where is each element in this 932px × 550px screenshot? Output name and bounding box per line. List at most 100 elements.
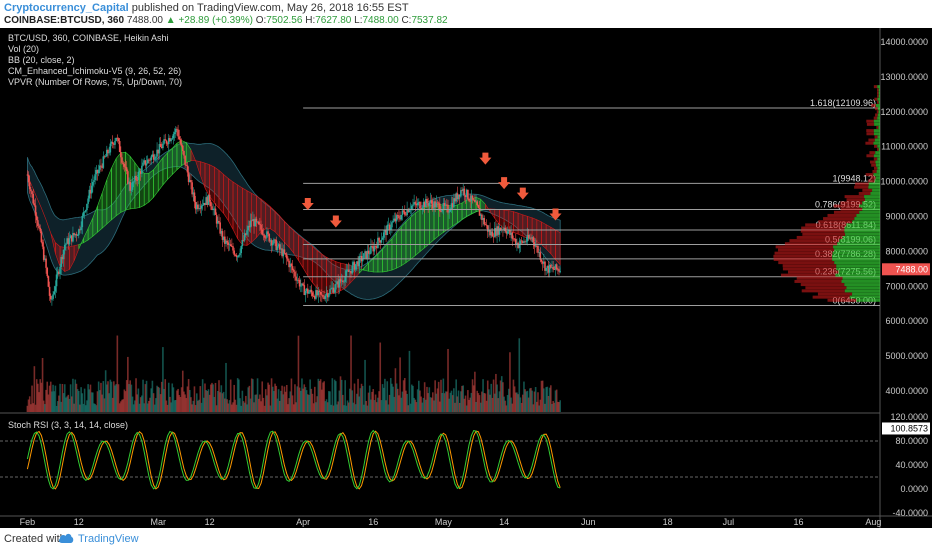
rsi-tick-0: 120.0000 xyxy=(890,412,928,422)
ichimoku-cloud-segment xyxy=(214,166,220,210)
volume-bar xyxy=(120,401,122,412)
volume-bar xyxy=(220,385,223,412)
sell-signal-arrow-4 xyxy=(516,187,529,200)
volume-bar xyxy=(188,389,191,412)
volume-bar xyxy=(395,383,398,412)
time-tick-3: 12 xyxy=(205,517,215,527)
candle-body xyxy=(211,206,213,211)
volume-bar xyxy=(72,378,74,412)
ichimoku-cloud-segment xyxy=(545,224,552,255)
candle-body xyxy=(210,201,212,207)
candle-body xyxy=(442,203,445,211)
candle-body xyxy=(481,214,483,220)
candle-body xyxy=(451,203,454,208)
volume-bar xyxy=(157,386,160,412)
volume-bar xyxy=(513,386,516,412)
candle-body xyxy=(252,219,254,222)
candle-body xyxy=(184,155,186,165)
volume-bar xyxy=(507,388,510,412)
candle-body xyxy=(434,201,436,208)
candle-body xyxy=(405,214,407,216)
candle-body xyxy=(159,144,162,147)
vpvr-bar-down xyxy=(840,201,863,205)
author-link[interactable]: Cryptocurrency_Capital xyxy=(4,2,129,14)
ichimoku-cloud-segment xyxy=(64,246,70,272)
volume-bar xyxy=(211,382,213,412)
volume-bar xyxy=(181,370,184,412)
volume-bar xyxy=(437,381,440,412)
candle-body xyxy=(35,215,38,221)
vpvr-bar-down xyxy=(862,188,873,192)
candle-body xyxy=(271,243,274,246)
ichimoku-cloud-segment xyxy=(246,190,253,246)
tradingview-link[interactable]: TradingView xyxy=(78,533,139,545)
ichimoku-cloud-segment xyxy=(270,206,276,233)
volume-bar xyxy=(75,383,78,412)
candle-body xyxy=(315,290,317,299)
volume-bar xyxy=(488,389,490,412)
published-text: published on TradingView.com, May 26, 20… xyxy=(131,2,409,14)
volume-bar xyxy=(245,395,247,412)
vpvr-bar-down xyxy=(817,292,853,296)
candle-body xyxy=(248,225,251,228)
candle-body xyxy=(155,156,157,159)
candle-body xyxy=(31,191,33,195)
volume-bar xyxy=(68,398,71,412)
vpvr-bar-down xyxy=(855,182,869,186)
ichimoku-cloud-segment xyxy=(204,162,210,197)
vpvr-bar-down xyxy=(827,213,857,217)
vpvr-bar-down xyxy=(796,235,843,239)
candle-body xyxy=(469,200,472,202)
volume-bar xyxy=(489,394,491,412)
volume-bar xyxy=(56,401,59,412)
volume-bar xyxy=(339,376,342,412)
candle-body xyxy=(192,192,195,195)
candle-body xyxy=(456,193,459,199)
volume-bar xyxy=(55,405,58,412)
volume-bar xyxy=(27,399,30,412)
volume-bar xyxy=(344,380,346,412)
candle-body xyxy=(532,237,535,243)
volume-bar xyxy=(451,395,454,412)
candle-body xyxy=(509,229,511,235)
volume-bar xyxy=(478,395,481,412)
candle-body xyxy=(176,128,178,130)
volume-bar xyxy=(31,385,33,412)
vpvr-bar-up xyxy=(876,103,880,107)
candle-body xyxy=(550,264,552,268)
candle-body xyxy=(224,236,226,244)
volume-bar xyxy=(338,390,341,412)
volume-bar xyxy=(491,397,494,412)
volume-bar xyxy=(303,384,306,412)
volume-bar xyxy=(406,393,408,412)
volume-bar xyxy=(176,390,178,412)
candle-body xyxy=(47,276,50,287)
volume-bar xyxy=(83,388,86,412)
ichimoku-cloud-segment xyxy=(517,212,524,237)
candle-body xyxy=(116,137,119,139)
volume-bar xyxy=(96,391,99,412)
time-tick-12: Aug xyxy=(865,517,881,527)
vpvr-bar-up xyxy=(844,283,880,287)
candle-body xyxy=(470,195,473,201)
chart-area[interactable]: 1.618(12109.96)1(9948.12)0.786(9199.52)0… xyxy=(0,28,932,528)
volume-bar xyxy=(239,398,241,412)
candle-body xyxy=(39,227,42,232)
price-chart-svg[interactable]: 1.618(12109.96)1(9948.12)0.786(9199.52)0… xyxy=(0,28,932,528)
candle-body xyxy=(51,298,53,300)
vpvr-bar-up xyxy=(878,110,880,114)
volume-bar xyxy=(127,356,129,412)
vpvr-bar-down xyxy=(805,286,847,290)
ichimoku-cloud-segment xyxy=(157,156,164,192)
candle-body xyxy=(246,230,248,235)
volume-bar xyxy=(263,405,266,412)
candle-body xyxy=(462,188,465,192)
candle-body xyxy=(377,237,379,249)
candle-body xyxy=(284,253,287,255)
candle-body xyxy=(303,285,306,295)
vpvr-bar-up xyxy=(842,276,880,280)
volume-bar xyxy=(30,404,32,412)
candle-body xyxy=(250,220,253,222)
volume-bar xyxy=(186,386,189,412)
candle-body xyxy=(345,270,348,277)
